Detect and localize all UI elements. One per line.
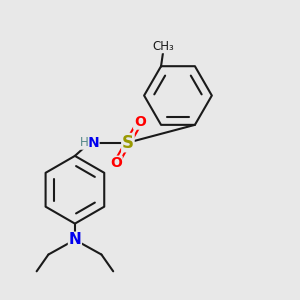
Text: S: S — [122, 134, 134, 152]
Text: O: O — [134, 115, 146, 129]
Text: O: O — [110, 156, 122, 170]
Text: CH₃: CH₃ — [152, 40, 174, 53]
Text: N: N — [87, 136, 99, 150]
Text: N: N — [68, 232, 81, 247]
Text: H: H — [80, 136, 89, 149]
